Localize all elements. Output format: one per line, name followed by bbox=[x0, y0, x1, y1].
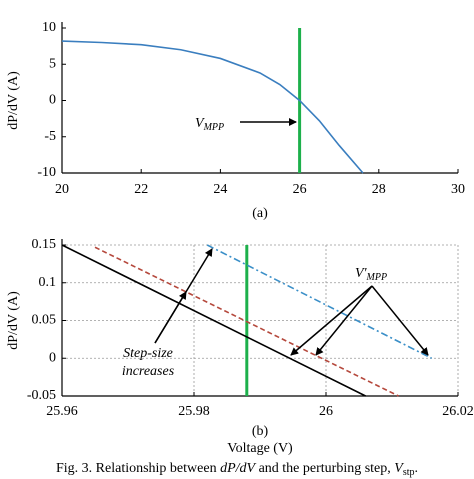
data-line bbox=[206, 244, 432, 359]
x-tick-label: 26 bbox=[293, 182, 307, 197]
x-tick-label: 26.02 bbox=[442, 404, 474, 419]
annotation: VMPP bbox=[195, 116, 224, 133]
panel-label: (b) bbox=[252, 424, 269, 439]
y-axis-label: dP/dV (A) bbox=[6, 291, 21, 350]
x-tick-label: 26 bbox=[319, 404, 333, 419]
y-tick-label: -10 bbox=[37, 165, 56, 180]
arrow bbox=[315, 285, 373, 356]
x-tick-label: 25.98 bbox=[178, 404, 210, 419]
data-line bbox=[61, 40, 364, 174]
x-tick-label: 20 bbox=[55, 182, 69, 197]
x-tick-label: 30 bbox=[451, 182, 465, 197]
x-tick-label: 28 bbox=[372, 182, 386, 197]
panel-label: (a) bbox=[252, 206, 268, 221]
y-tick-label: -0.05 bbox=[27, 388, 56, 403]
arrow bbox=[154, 291, 187, 344]
y-tick-label: 0.05 bbox=[32, 313, 57, 328]
caption: Fig. 3. Relationship between dP/dV and t… bbox=[56, 461, 418, 478]
y-axis-label: dP/dV (A) bbox=[6, 71, 21, 130]
y-tick-label: 0 bbox=[49, 93, 56, 108]
x-tick-label: 25.96 bbox=[46, 404, 78, 419]
x-tick-label: 22 bbox=[134, 182, 148, 197]
y-tick-label: -5 bbox=[44, 129, 56, 144]
y-tick-label: 0 bbox=[49, 350, 56, 365]
y-tick-label: 5 bbox=[49, 56, 56, 71]
annotation: V'MPP bbox=[355, 266, 387, 283]
arrow bbox=[371, 285, 429, 356]
x-axis-label: Voltage (V) bbox=[227, 441, 293, 456]
note: increases bbox=[122, 364, 175, 379]
note: Step-size bbox=[123, 346, 173, 361]
data-line bbox=[94, 246, 399, 397]
y-tick-label: 0.15 bbox=[32, 237, 57, 252]
data-line bbox=[61, 244, 366, 397]
arrow bbox=[290, 285, 373, 356]
y-tick-label: 0.1 bbox=[39, 275, 57, 290]
x-tick-label: 24 bbox=[213, 182, 227, 197]
y-tick-label: 10 bbox=[42, 20, 56, 35]
